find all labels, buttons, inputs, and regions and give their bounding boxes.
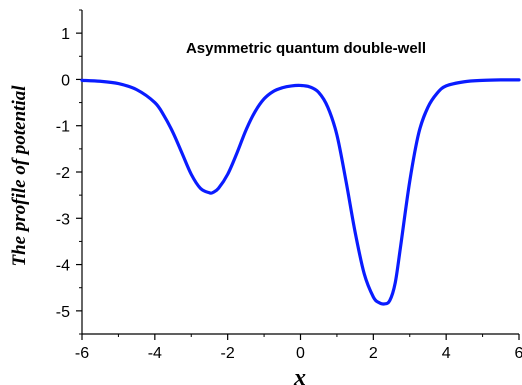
chart-annotation: Asymmetric quantum double-well	[186, 40, 426, 57]
y-tick-label: -4	[56, 258, 70, 275]
x-tick-label: -2	[221, 345, 235, 362]
y-tick-label: -2	[56, 165, 70, 182]
x-tick-label: -6	[75, 345, 89, 362]
axis-ticks	[76, 9, 520, 340]
x-tick-label: 0	[296, 345, 305, 362]
x-axis-title: x	[293, 365, 306, 385]
series-line	[80, 78, 521, 306]
y-tick-label: 0	[61, 72, 70, 89]
y-tick-label: -1	[56, 119, 70, 136]
x-tick-label: 6	[515, 345, 522, 362]
plot-frame	[81, 10, 519, 335]
x-tick-label: -4	[148, 345, 162, 362]
x-tick-label: 4	[442, 345, 451, 362]
y-tick-label: 1	[61, 26, 70, 43]
y-tick-label: -3	[56, 211, 70, 228]
tick-labels: -6 -4 -2 0 2 4 6 1 0 -1 -2 -3 -4 -5	[56, 26, 522, 362]
x-tick-label: 2	[369, 345, 378, 362]
y-tick-label: -5	[56, 304, 70, 321]
y-axis-title: The profile of potential	[9, 85, 30, 267]
